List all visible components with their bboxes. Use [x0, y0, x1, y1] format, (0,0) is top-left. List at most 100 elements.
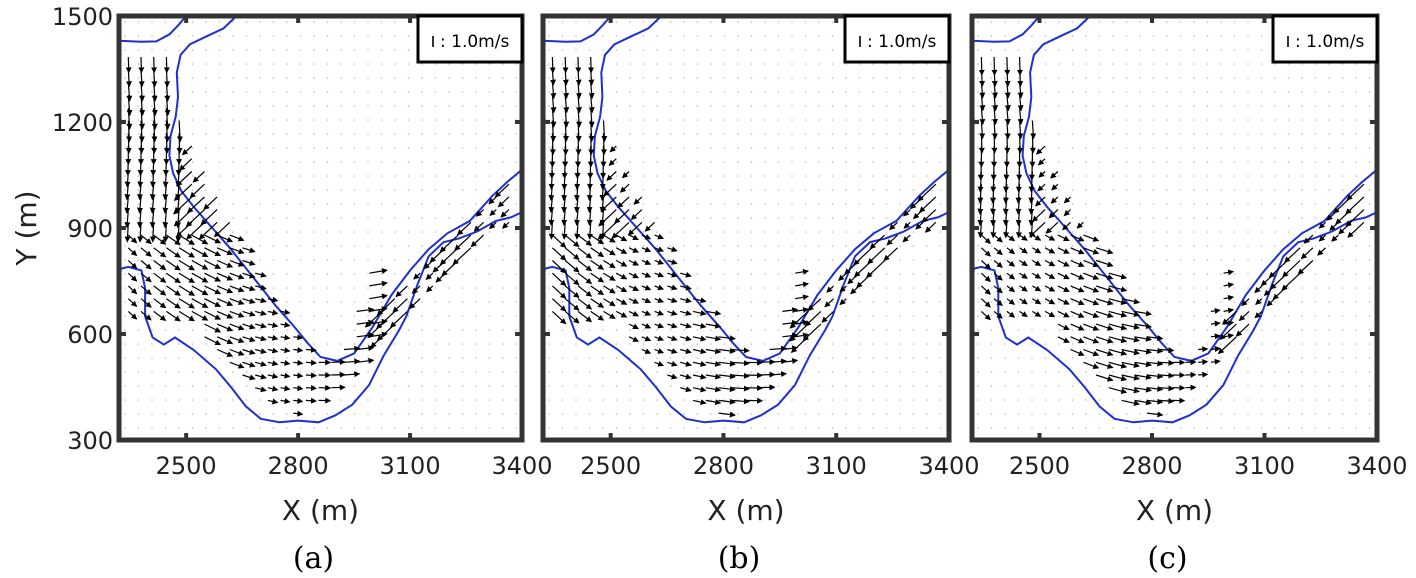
velocity-arrow [178, 298, 195, 309]
grid-dot [1233, 329, 1236, 331]
grid-dot [1044, 245, 1047, 247]
grid-dot [1220, 287, 1222, 289]
velocity-arrow [692, 322, 707, 329]
velocity-arrow [280, 398, 291, 405]
grid-dot [488, 371, 491, 373]
grid-dot [407, 161, 410, 163]
grid-dot [1233, 119, 1236, 121]
grid-dot [872, 77, 874, 79]
grid-dot [1247, 91, 1249, 93]
grid-dot [394, 301, 396, 303]
grid-dot [990, 77, 993, 79]
grid-dot [272, 273, 275, 275]
velocity-arrow [654, 335, 665, 342]
grid-dot [515, 161, 518, 163]
grid-dot [750, 217, 753, 219]
grid-dot [1193, 315, 1195, 317]
grid-dot [475, 315, 477, 317]
grid-dot [939, 273, 942, 275]
velocity-arrow [993, 247, 1003, 256]
grid-dot [977, 105, 979, 107]
grid-dot [1004, 315, 1006, 317]
velocity-arrow [654, 246, 665, 253]
velocity-arrow [1108, 348, 1128, 356]
grid-dot [205, 189, 207, 191]
grid-dot [286, 343, 288, 345]
velocity-arrow [1070, 285, 1085, 293]
grid-dot [1220, 189, 1222, 191]
grid-dot [1260, 35, 1263, 37]
grid-dot [858, 413, 861, 415]
velocity-arrow [564, 310, 580, 324]
velocity-arrow [178, 234, 195, 245]
grid-dot [804, 133, 807, 135]
grid-dot [151, 301, 153, 303]
grid-dot [1193, 231, 1195, 233]
grid-dot [885, 399, 888, 401]
grid-dot [1058, 175, 1060, 177]
grid-dot [1071, 231, 1074, 233]
grid-dot [164, 413, 167, 415]
grid-dot [286, 371, 288, 373]
grid-dot [1314, 385, 1317, 387]
grid-dot [696, 161, 699, 163]
grid-dot [218, 385, 221, 387]
grid-dot [777, 147, 780, 149]
grid-dot [475, 273, 477, 275]
grid-dot [926, 301, 928, 303]
grid-dot [434, 161, 437, 163]
grid-dot [990, 273, 993, 275]
grid-dot [872, 105, 874, 107]
grid-dot [926, 63, 928, 65]
velocity-arrow [1057, 285, 1070, 292]
grid-dot [723, 189, 726, 191]
grid-dot [696, 343, 699, 345]
bank-line [119, 211, 522, 424]
grid-dot [804, 175, 807, 177]
grid-dot [1220, 329, 1222, 331]
grid-dot [750, 105, 753, 107]
grid-dot [939, 301, 942, 303]
grid-dot [1152, 217, 1155, 219]
grid-dot [575, 287, 577, 289]
grid-dot [561, 63, 564, 65]
grid-dot [1355, 399, 1357, 401]
grid-dot [764, 189, 766, 191]
grid-dot [990, 133, 993, 135]
grid-dot [1166, 329, 1168, 331]
grid-dot [515, 91, 518, 93]
grid-dot [326, 21, 329, 23]
grid-dot [885, 273, 888, 275]
grid-dot [1328, 245, 1330, 247]
grid-dot [1071, 329, 1074, 331]
grid-dot [737, 119, 739, 121]
velocity-arrow [1121, 336, 1140, 343]
velocity-arrow [173, 183, 193, 201]
velocity-arrow [125, 56, 132, 74]
grid-dot [1274, 231, 1276, 233]
grid-dot [1341, 161, 1344, 163]
grid-dot [1287, 161, 1290, 163]
grid-dot [286, 161, 288, 163]
grid-dot [885, 371, 888, 373]
grid-dot [1220, 315, 1222, 317]
grid-dot [502, 273, 504, 275]
grid-dot [1274, 161, 1276, 163]
grid-dot [977, 371, 979, 373]
grid-dot [990, 49, 993, 51]
grid-dot [1368, 259, 1371, 261]
grid-dot [245, 259, 248, 261]
grid-dot [1179, 189, 1182, 191]
velocity-arrow [1057, 323, 1070, 331]
grid-dot [448, 189, 450, 191]
grid-dot [299, 273, 302, 275]
grid-dot [1071, 91, 1074, 93]
grid-dot [245, 119, 248, 121]
grid-dot [1071, 287, 1074, 289]
grid-dot [1220, 399, 1222, 401]
grid-dot [515, 245, 518, 247]
velocity-arrow [993, 310, 1003, 319]
grid-dot [286, 245, 288, 247]
grid-dot [475, 91, 477, 93]
grid-dot [615, 245, 618, 247]
